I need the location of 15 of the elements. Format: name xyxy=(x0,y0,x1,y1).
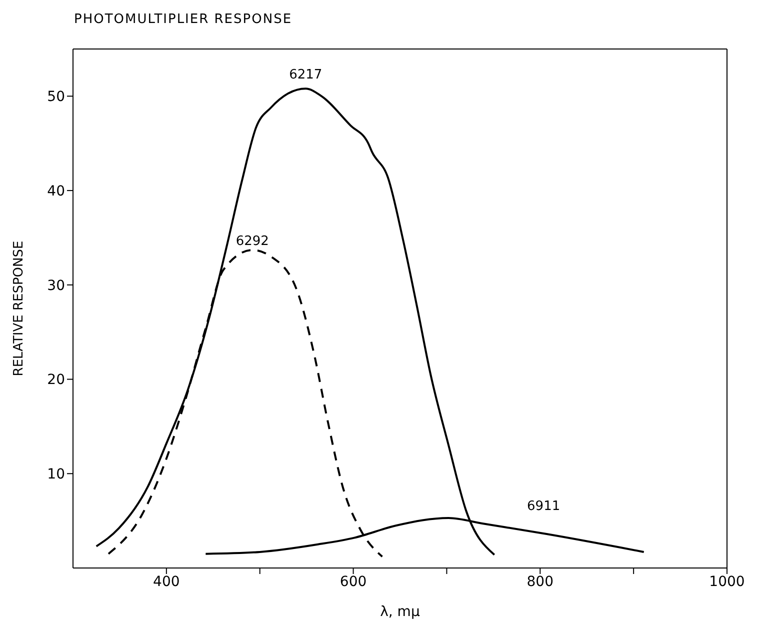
y-axis-title: RELATIVE RESPONSE xyxy=(12,240,27,376)
y-tick-label: 10 xyxy=(47,466,65,483)
series-label: 6217 xyxy=(289,68,322,83)
chart-title: PHOTOMULTIPLIER RESPONSE xyxy=(74,12,292,27)
x-tick-label: 400 xyxy=(153,574,180,590)
series-label: 6911 xyxy=(527,498,560,514)
series-label: 6292 xyxy=(236,234,269,249)
x-tick-label: 800 xyxy=(526,574,554,590)
x-tick-label: 600 xyxy=(340,574,367,590)
x-axis-title: λ, mμ xyxy=(380,604,420,620)
y-tick-label: 40 xyxy=(47,184,65,200)
y-tick-label: 30 xyxy=(47,278,65,294)
y-tick-label: 20 xyxy=(47,372,65,388)
y-tick-label: 50 xyxy=(47,89,65,106)
x-tick-label: 1000 xyxy=(709,574,745,590)
